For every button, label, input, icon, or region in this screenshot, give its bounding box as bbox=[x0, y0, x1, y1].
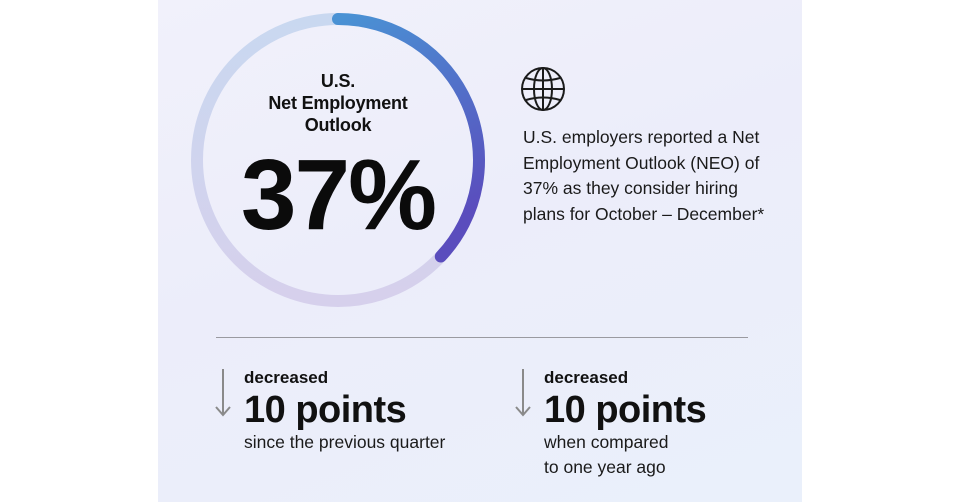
ring-progress-arc bbox=[332, 13, 485, 263]
outlook-panel: U.S. Net Employment Outlook 37% U.S. emp… bbox=[158, 0, 802, 502]
arrow-down-icon bbox=[515, 369, 531, 417]
outlook-label-line: Outlook bbox=[304, 115, 372, 135]
outlook-label-line: U.S. bbox=[320, 71, 356, 91]
outlook-ring bbox=[191, 13, 485, 307]
stat-kicker: decreased bbox=[544, 368, 629, 387]
stat-caption: when compared bbox=[544, 432, 669, 452]
stat-caption: since the previous quarter bbox=[244, 432, 446, 452]
arrow-down-icon bbox=[215, 369, 231, 417]
stat-year-change: decreased 10 points when compared to one… bbox=[514, 366, 794, 496]
stat-quarter-change: decreased 10 points since the previous q… bbox=[214, 366, 514, 486]
outlook-label-line: Net Employment bbox=[268, 93, 408, 113]
outlook-label: U.S. Net Employment Outlook bbox=[188, 70, 488, 136]
outlook-value: 37% bbox=[240, 139, 437, 251]
outlook-description: U.S. employers reported a Net Employment… bbox=[523, 127, 765, 224]
stat-value: 10 points bbox=[544, 389, 707, 431]
stat-caption: to one year ago bbox=[544, 457, 666, 477]
stat-kicker: decreased bbox=[244, 368, 329, 387]
section-divider bbox=[216, 337, 748, 338]
stat-value: 10 points bbox=[244, 389, 407, 431]
globe-icon bbox=[521, 67, 565, 111]
